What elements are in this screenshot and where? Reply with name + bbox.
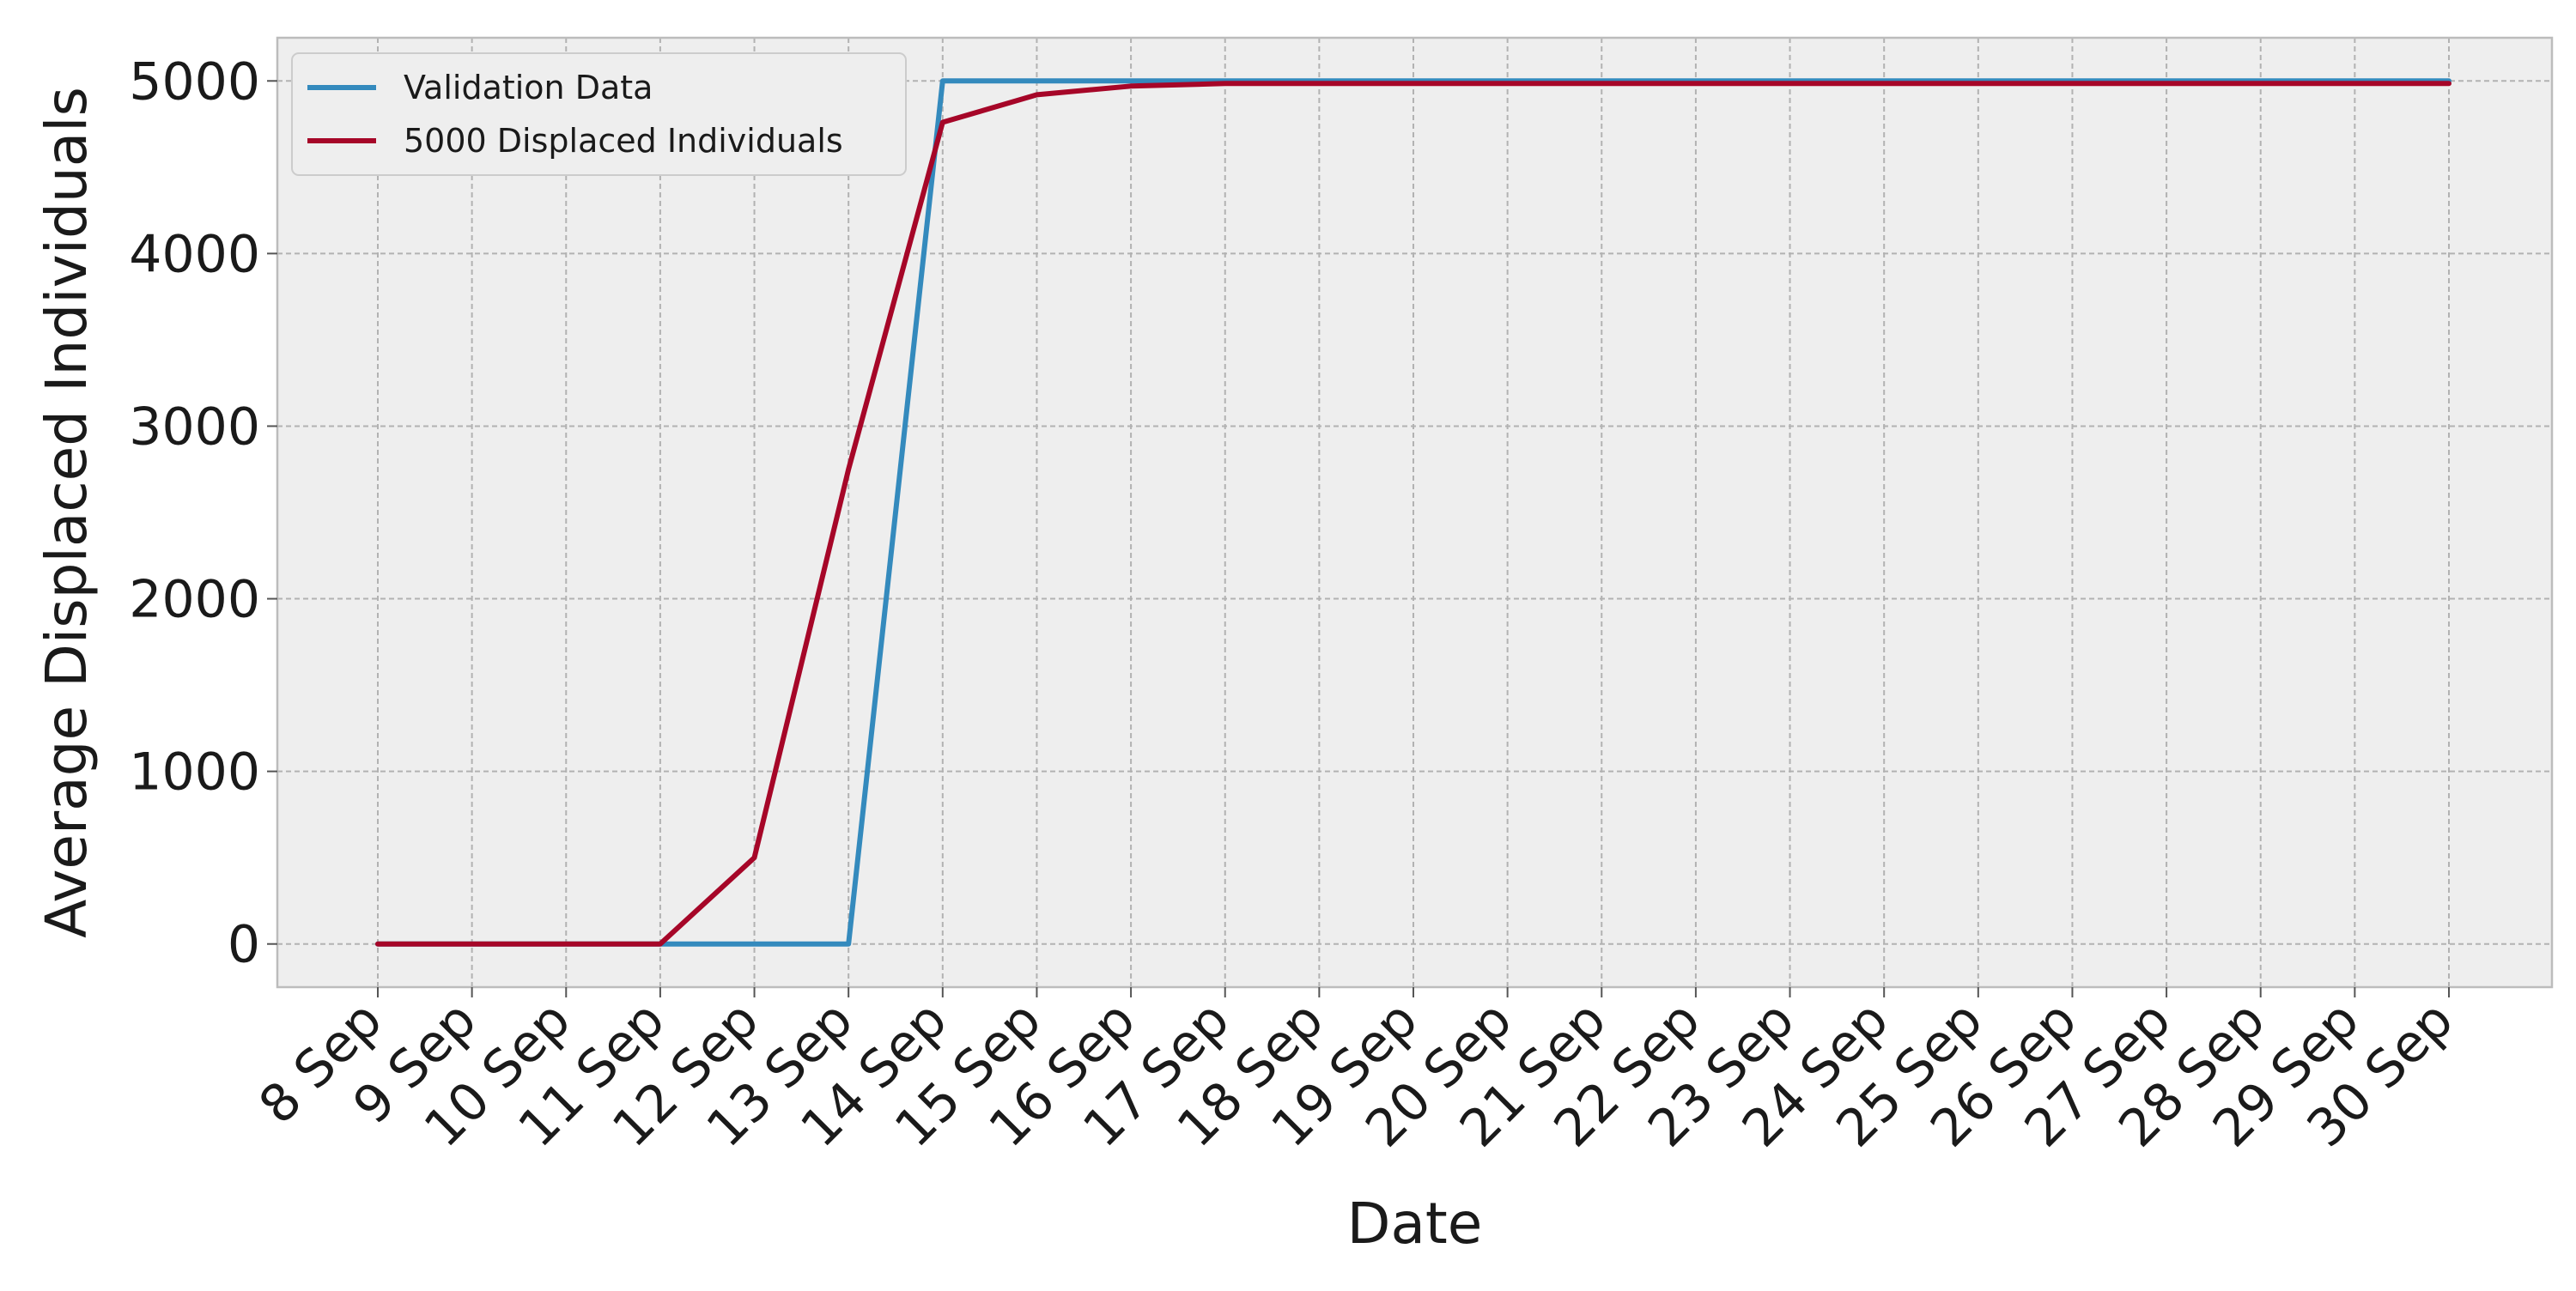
plot-border [276, 36, 2554, 989]
y-tick-label: 5000 [129, 52, 260, 112]
y-tick-label: 0 [228, 915, 260, 975]
legend-box [291, 52, 907, 176]
legend-label: 5000 Displaced Individuals [404, 122, 843, 160]
series-line-displaced-individuals [375, 81, 2451, 947]
y-axis-title: Average Displaced Individuals [33, 87, 100, 938]
legend: Validation Data 5000 Displaced Individual… [291, 52, 907, 176]
plot-area [277, 38, 2552, 987]
y-tick-label: 1000 [129, 742, 260, 803]
y-tick-label: 3000 [129, 397, 260, 457]
y-tick-label: 4000 [129, 224, 260, 284]
legend-label: Validation Data [404, 69, 653, 106]
x-axis-title: Date [1347, 1191, 1483, 1257]
y-axis: 0 1000 2000 3000 4000 5000 [129, 52, 277, 975]
y-tick-label: 2000 [129, 570, 260, 630]
gridlines [277, 38, 2552, 987]
series-lines [375, 78, 2451, 947]
